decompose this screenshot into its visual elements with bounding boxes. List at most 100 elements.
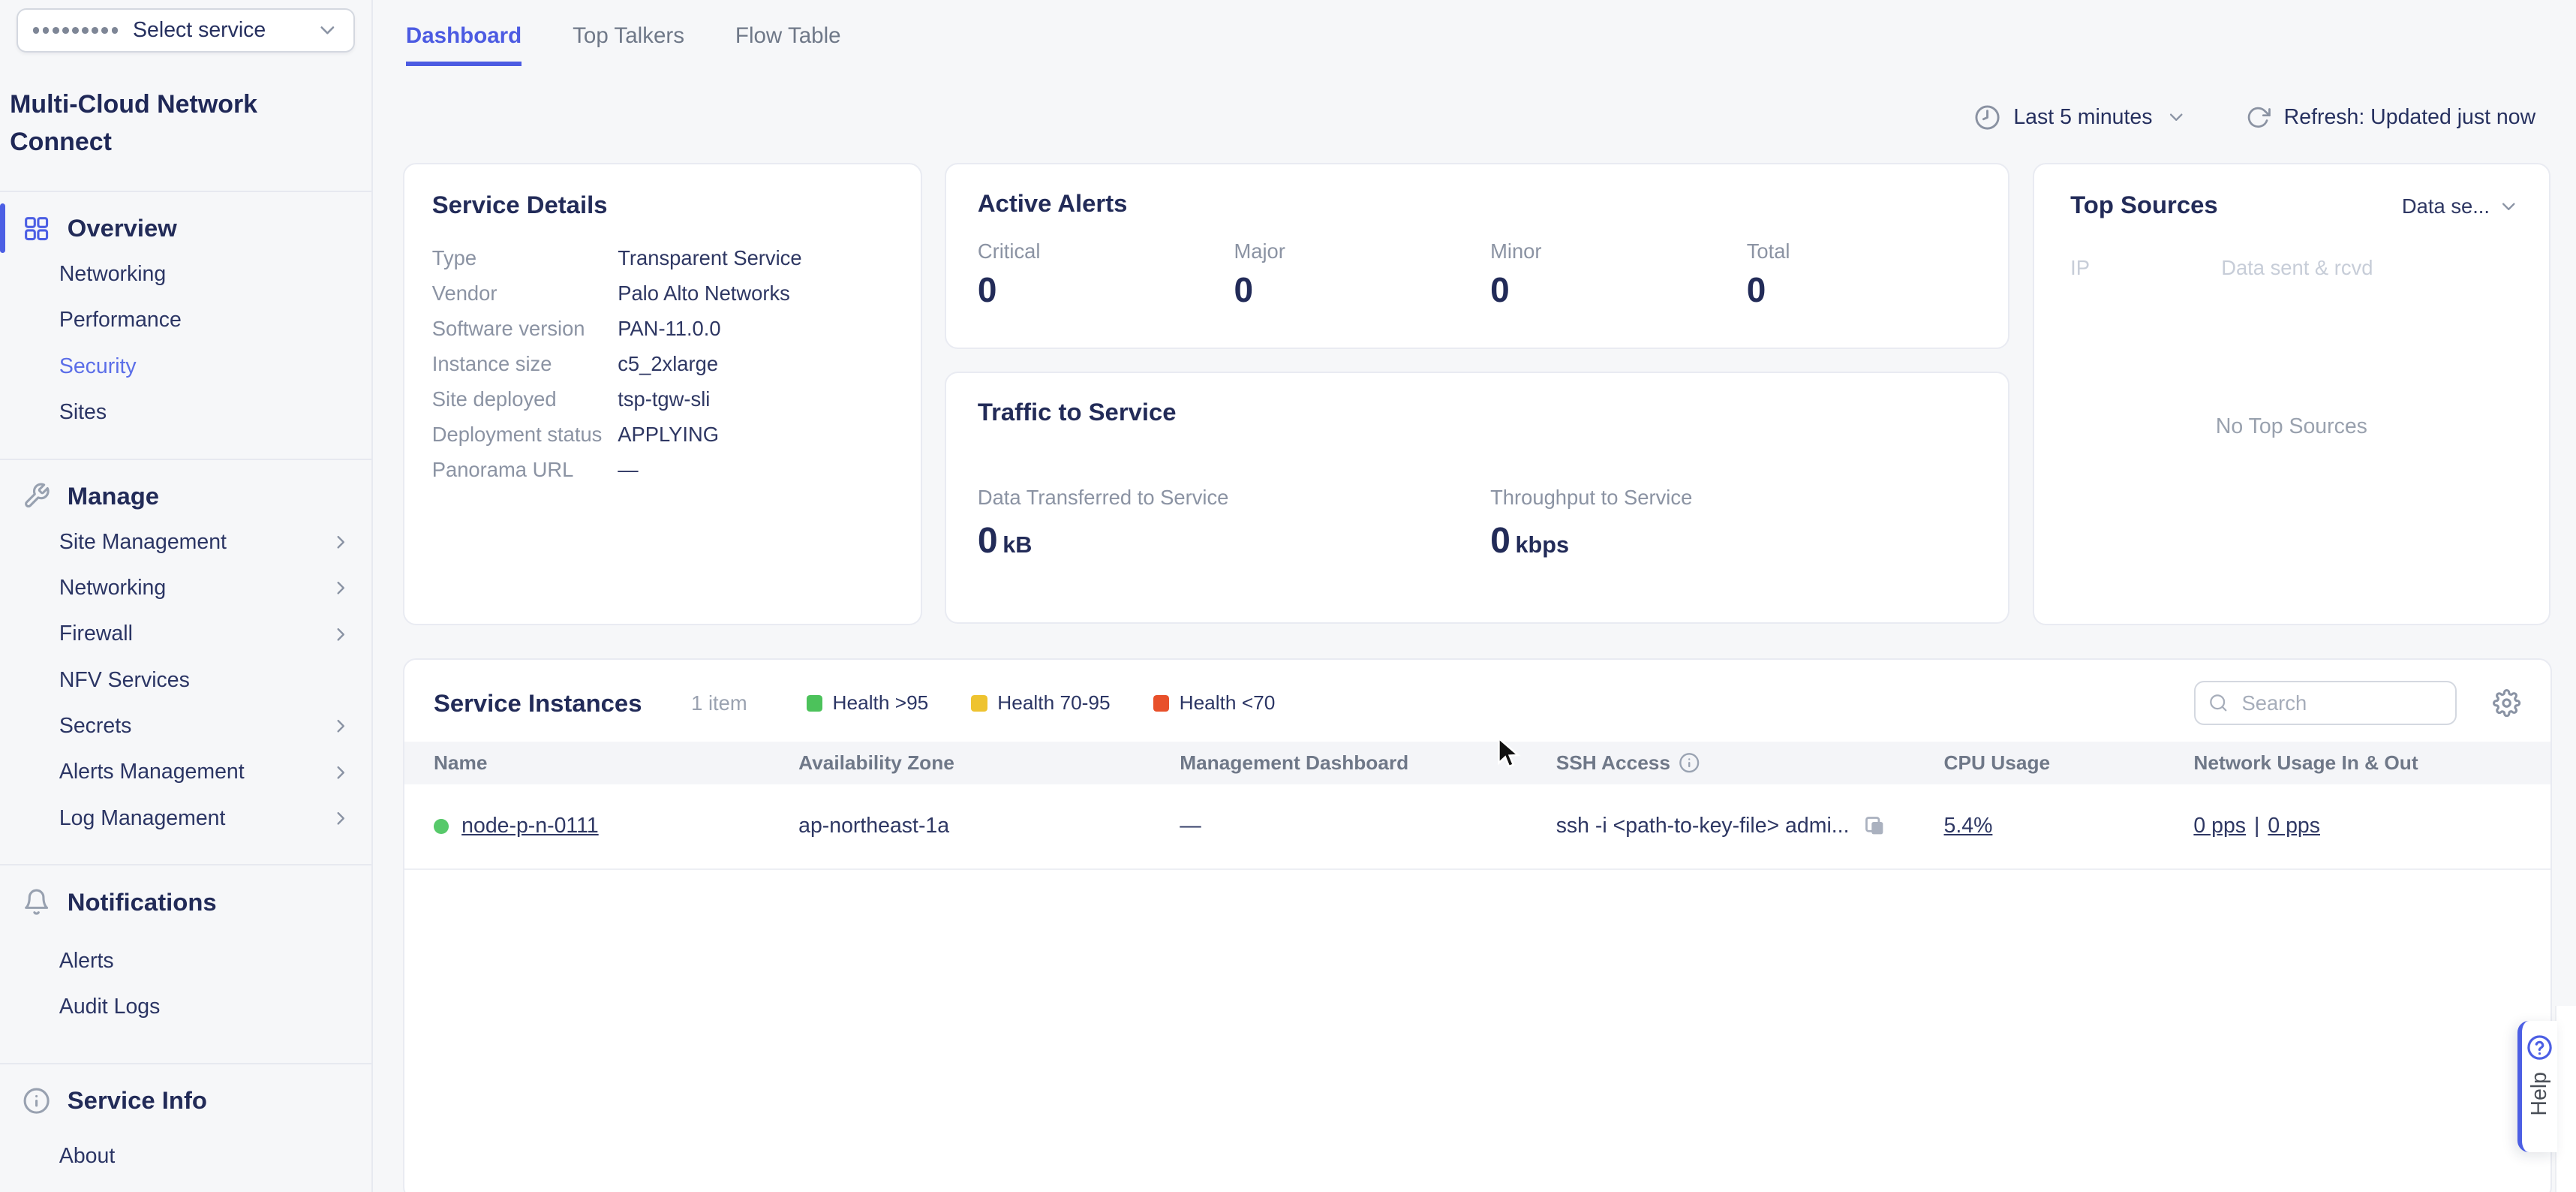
nav-header-overview[interactable]: Overview	[0, 203, 371, 254]
time-range-label: Last 5 minutes	[2013, 104, 2153, 129]
sidebar-item-audit-logs[interactable]: Audit Logs	[59, 995, 161, 1019]
right-edge-panel	[2555, 1006, 2576, 1192]
sidebar-item-nfv-services[interactable]: NFV Services	[59, 667, 190, 692]
detail-row: Deployment status APPLYING	[431, 423, 720, 446]
chevron-right-icon	[337, 628, 345, 641]
nav-header-service-info[interactable]: Service Info	[0, 1078, 371, 1124]
metric-minor: Minor 0	[1490, 239, 1542, 310]
nav-header-manage[interactable]: Manage	[0, 473, 371, 519]
sidebar-item-secrets[interactable]: Secrets	[0, 703, 371, 749]
refresh-button[interactable]: Refresh: Updated just now	[2246, 105, 2535, 130]
management-dashboard-value: —	[1180, 814, 1201, 838]
nav-header-notifications[interactable]: Notifications	[0, 879, 371, 925]
nav-section-manage: Manage Site Management Networking Firewa…	[0, 458, 372, 865]
sidebar-item-alerts-management[interactable]: Alerts Management	[0, 749, 371, 795]
instance-name-link[interactable]: node-p-n-0111	[461, 814, 599, 838]
nav-section-notifications: Notifications Alerts Audit Logs	[0, 864, 372, 1063]
top-sources-metric-selector[interactable]: Data se...	[2402, 194, 2520, 218]
network-in-link[interactable]: 0 pps	[2193, 814, 2247, 838]
item-count: 1 item	[691, 691, 747, 715]
help-label: Help	[2526, 1071, 2551, 1116]
chevron-down-icon	[2169, 113, 2183, 121]
cpu-usage-link[interactable]: 5.4%	[1943, 814, 1993, 838]
service-instances-card: Service Instances 1 item Health >95 Heal…	[402, 658, 2553, 1192]
network-out-link[interactable]: 0 pps	[2268, 814, 2320, 838]
card-title: Top Sources	[2070, 191, 2218, 219]
search-icon	[2210, 694, 2227, 712]
active-alerts-card: Active Alerts Critical 0 Major 0 Minor 0 To…	[945, 163, 2010, 349]
dashboard-toolbar: Last 5 minutes Refresh: Updated just now	[403, 104, 2535, 131]
nav-section-overview: Overview Networking Performance Security…	[0, 191, 372, 459]
sidebar-title: Multi-Cloud Network Connect	[10, 89, 258, 157]
column-cpu-usage: CPU Usage	[1943, 751, 2051, 774]
sidebar-item-networking-manage[interactable]: Networking	[0, 565, 371, 611]
metric-major: Major 0	[1234, 239, 1285, 310]
legend-swatch-yellow	[971, 694, 988, 712]
metric-throughput: Throughput to Service 0 kbps	[1490, 486, 1693, 561]
summary-cards-row: Service Details Type Transparent Service …	[402, 163, 2576, 625]
tab-flow-table[interactable]: Flow Table	[735, 23, 841, 48]
column-management-dashboard: Management Dashboard	[1180, 751, 1409, 774]
sidebar-item-sites[interactable]: Sites	[59, 399, 107, 424]
nav-header-label: Overview	[67, 214, 177, 242]
detail-row: Panorama URL —	[431, 458, 639, 482]
main-content: Dashboard Top Talkers Flow Table Last 5 …	[373, 0, 2576, 1192]
clock-icon	[1975, 104, 2000, 130]
gear-icon	[2493, 688, 2521, 718]
nav-section-service-info: Service Info About	[0, 1063, 372, 1192]
tab-dashboard[interactable]: Dashboard	[405, 23, 522, 67]
availability-zone-value: ap-northeast-1a	[798, 814, 950, 838]
table-settings-button[interactable]	[2493, 688, 2521, 718]
alert-metrics: Critical 0 Major 0 Minor 0 Total 0	[978, 239, 1977, 311]
health-legend: Health >95 Health 70-95 Health <70	[806, 691, 1275, 715]
health-status-dot	[433, 819, 449, 834]
empty-state-message: No Top Sources	[2215, 414, 2367, 439]
wrench-icon	[21, 481, 50, 510]
sidebar-item-site-management[interactable]: Site Management	[0, 519, 371, 565]
tab-top-talkers[interactable]: Top Talkers	[573, 23, 685, 48]
sidebar-item-firewall[interactable]: Firewall	[0, 611, 371, 657]
metric-total: Total 0	[1746, 239, 1790, 310]
legend-health-good: Health >95	[806, 691, 928, 715]
chevron-right-icon	[337, 720, 345, 733]
column-network-usage: Network Usage In & Out	[2193, 751, 2418, 774]
help-button[interactable]: Help	[2517, 1020, 2557, 1153]
sidebar-item-performance[interactable]: Performance	[59, 308, 182, 333]
info-icon[interactable]	[1679, 752, 1700, 773]
metric-data-transferred: Data Transferred to Service 0 kB	[977, 486, 1229, 561]
sidebar-item-security[interactable]: Security	[59, 354, 137, 378]
legend-swatch-green	[806, 694, 823, 712]
info-icon	[21, 1086, 50, 1115]
legend-swatch-red	[1153, 694, 1170, 712]
separator: |	[2253, 814, 2260, 838]
nav-header-label: Manage	[67, 481, 160, 510]
copy-icon[interactable]	[1862, 814, 1887, 838]
detail-row: Site deployed tsp-tgw-sli	[431, 387, 711, 411]
active-section-indicator	[0, 203, 5, 254]
detail-row: Software version PAN-11.0.0	[431, 316, 721, 340]
traffic-metrics: Data Transferred to Service 0 kB Throughp…	[978, 486, 1977, 561]
card-title: Active Alerts	[977, 189, 1128, 218]
column-ssh-access: SSH Access	[1556, 751, 1944, 775]
card-title: Service Details	[431, 191, 608, 219]
search-input[interactable]	[2238, 689, 2442, 717]
nav-header-label: Service Info	[67, 1086, 207, 1115]
chevron-down-icon	[320, 26, 335, 35]
time-range-selector[interactable]: Last 5 minutes	[1974, 104, 2187, 131]
refresh-status-label: Refresh: Updated just now	[2283, 104, 2536, 129]
service-instances-header: Service Instances 1 item Health >95 Heal…	[404, 660, 2551, 742]
column-ip: IP	[2070, 255, 2091, 279]
sidebar-item-alerts[interactable]: Alerts	[59, 948, 114, 973]
chevron-right-icon	[337, 582, 345, 594]
service-details-card: Service Details Type Transparent Service …	[402, 163, 922, 625]
sidebar-item-log-management[interactable]: Log Management	[0, 795, 371, 841]
sidebar-item-networking-overview[interactable]: Networking	[59, 262, 167, 286]
legend-health-warn: Health 70-95	[971, 691, 1111, 715]
ssh-command-text: ssh -i <path-to-key-file> admi...	[1556, 814, 1850, 838]
service-selector[interactable]: Select service	[16, 8, 356, 53]
chevron-down-icon	[2502, 203, 2515, 210]
refresh-icon	[2248, 107, 2271, 128]
sidebar-item-about[interactable]: About	[59, 1144, 116, 1169]
dashboard-grid-icon	[21, 213, 50, 242]
